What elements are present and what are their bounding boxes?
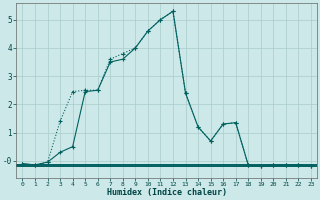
X-axis label: Humidex (Indice chaleur): Humidex (Indice chaleur) [107, 188, 227, 197]
